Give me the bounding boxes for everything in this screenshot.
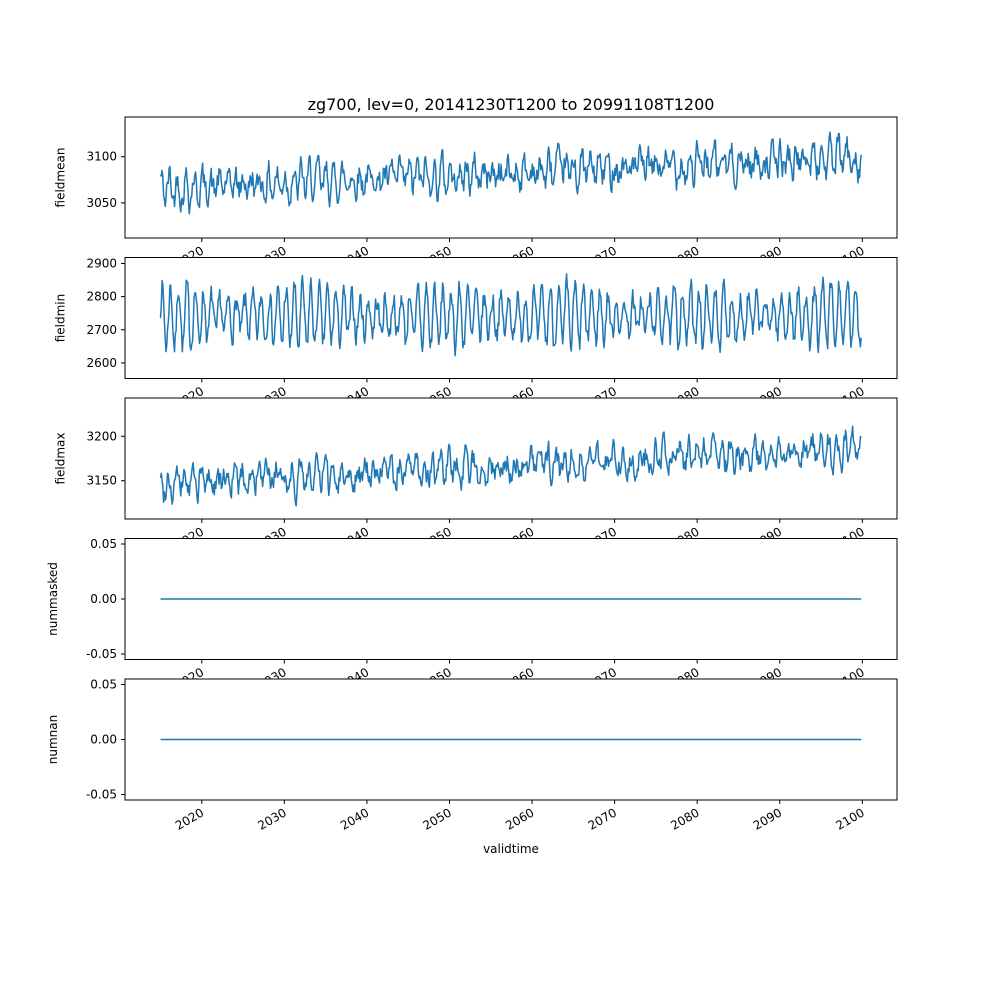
x-tick-label: 2060 — [503, 805, 536, 832]
y-tick-label: -0.05 — [86, 647, 117, 661]
y-tick-label: 0.05 — [90, 678, 117, 692]
y-tick-label: 0.05 — [90, 537, 117, 551]
chart-title: zg700, lev=0, 20141230T1200 to 20991108T… — [307, 95, 715, 114]
y-tick-label: 3100 — [86, 150, 117, 164]
x-tick-label: 2030 — [255, 805, 288, 832]
subplot-numnan: -0.05 0.00 0.05 2020 2030 2040 2050 2060 2070 208… — [46, 678, 898, 833]
ylabel-numnan: numnan — [46, 715, 60, 764]
x-tick-label: 2050 — [421, 805, 454, 832]
x-axis-label: validtime — [483, 842, 539, 856]
axes-frame — [124, 116, 898, 239]
axes-frame — [124, 257, 898, 379]
x-tick-label: 2090 — [751, 805, 784, 832]
y-tick-label: 0.00 — [90, 733, 117, 747]
y-tick-label: 3050 — [86, 196, 117, 210]
line-fieldmean — [159, 131, 862, 215]
x-tick-label: 2080 — [668, 805, 701, 832]
y-tick-label: 0.00 — [90, 592, 117, 606]
axes-frame — [124, 538, 898, 660]
y-tick-label: 2700 — [86, 323, 117, 337]
x-tick-label: 2020 — [173, 805, 206, 832]
line-fieldmax — [159, 425, 862, 507]
y-tick-label: 3150 — [86, 474, 117, 488]
y-tick-label: 2600 — [86, 356, 117, 370]
x-tick-label: 2070 — [586, 805, 619, 832]
ylabel-fieldmean: fieldmean — [53, 148, 67, 208]
y-tick-label: 2800 — [86, 290, 117, 304]
axes-frame — [124, 678, 898, 801]
x-tick-label: 2100 — [833, 805, 866, 832]
y-tick-label: 2900 — [86, 256, 117, 270]
ylabel-fieldmin: fieldmin — [53, 294, 67, 343]
ylabel-fieldmax: fieldmax — [53, 432, 67, 484]
y-tick-label: 3200 — [86, 429, 117, 443]
axes-frame — [124, 397, 898, 520]
ylabel-nummasked: nummasked — [46, 562, 60, 636]
y-tick-label: -0.05 — [86, 788, 117, 802]
x-tick-label: 2040 — [338, 805, 371, 832]
line-fieldmin — [159, 273, 862, 357]
